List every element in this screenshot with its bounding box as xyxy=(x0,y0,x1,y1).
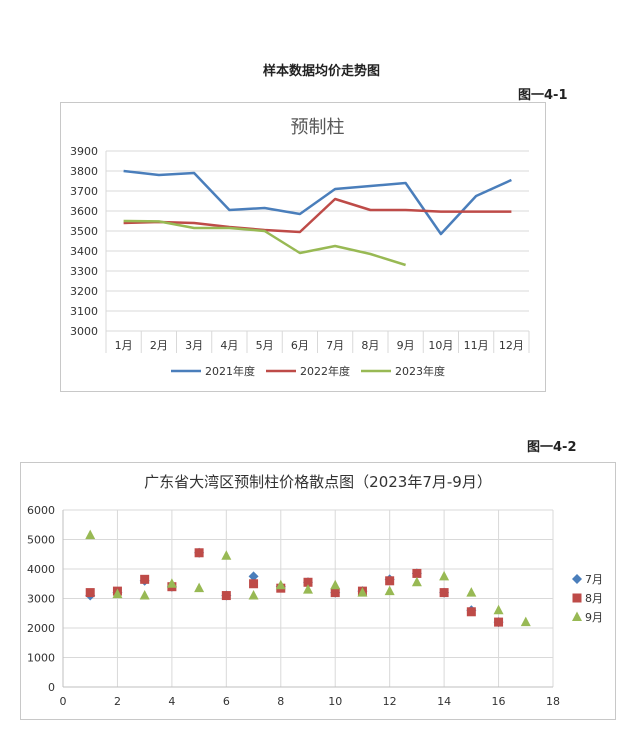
x-tick-label: 12月 xyxy=(499,339,524,352)
x-tick-label: 12 xyxy=(383,695,397,708)
x-tick-label: 10 xyxy=(328,695,342,708)
point-9月 xyxy=(166,578,177,588)
y-tick-label: 0 xyxy=(48,681,55,694)
figure-label-4-2: 图一4-2 xyxy=(527,440,577,455)
x-tick-label: 9月 xyxy=(397,339,415,352)
legend-label: 9月 xyxy=(585,611,603,624)
point-9月 xyxy=(112,588,123,599)
scatter-chart-frame: 广东省大湾区预制柱价格散点图（2023年7月-9月） 0 1000 2000 3000 4… xyxy=(20,462,616,720)
point-9月 xyxy=(303,584,313,594)
line-chart-frame: 预制柱 3000 3100 3200 3300 3400 3500 3600 3700 3800 3… xyxy=(60,102,546,392)
y-tick-label: 6000 xyxy=(27,504,55,517)
x-tick-label: 1月 xyxy=(115,339,133,352)
y-tick-label: 3200 xyxy=(70,285,98,298)
point-9月 xyxy=(520,616,531,627)
point-8月 xyxy=(85,588,95,598)
point-8月 xyxy=(439,588,449,598)
point-8月 xyxy=(249,579,259,589)
scatter-chart: 广东省大湾区预制柱价格散点图（2023年7月-9月） 0 1000 2000 3000 4… xyxy=(27,473,603,708)
point-9月 xyxy=(493,604,504,615)
y-tick-label: 3300 xyxy=(70,265,98,278)
series-line-2023年度 xyxy=(123,219,406,267)
y-tick-label: 1000 xyxy=(27,652,55,665)
y-tick-label: 3000 xyxy=(70,325,98,338)
x-tick-label: 4月 xyxy=(220,339,238,352)
y-tick-label: 3400 xyxy=(70,245,98,258)
x-tick-label: 7月 xyxy=(326,339,344,352)
point-9月 xyxy=(384,585,395,596)
point-8月 xyxy=(303,577,313,587)
point-9月 xyxy=(221,550,232,560)
x-tick-label: 2 xyxy=(114,695,121,708)
x-tick-label: 10月 xyxy=(428,339,453,352)
series-line-2021年度 xyxy=(123,169,512,236)
x-tick-label: 11月 xyxy=(464,339,489,352)
x-tick-label: 4 xyxy=(168,695,175,708)
x-tick-label: 6月 xyxy=(291,339,309,352)
legend-label: 2022年度 xyxy=(300,364,350,378)
legend-label: 7月 xyxy=(585,573,603,586)
point-8月 xyxy=(385,576,395,586)
page-title: 样本数据均价走势图 xyxy=(262,64,380,79)
point-8月 xyxy=(194,548,204,558)
chart-title: 广东省大湾区预制柱价格散点图（2023年7月-9月） xyxy=(144,473,492,491)
point-9月 xyxy=(439,570,450,581)
x-tick-label: 2月 xyxy=(150,339,168,352)
x-tick-label: 18 xyxy=(546,695,560,708)
y-tick-label: 4000 xyxy=(27,563,55,576)
point-8月 xyxy=(466,607,476,617)
x-tick-label: 0 xyxy=(60,695,67,708)
point-9月 xyxy=(139,590,150,600)
point-9月 xyxy=(248,590,259,600)
y-tick-label: 5000 xyxy=(27,534,55,547)
point-8月 xyxy=(494,617,504,627)
legend-label: 8月 xyxy=(585,592,603,605)
x-tick-label: 6 xyxy=(223,695,230,708)
legend-label: 2023年度 xyxy=(395,364,445,378)
point-7月 xyxy=(248,571,259,582)
x-tick-label: 3月 xyxy=(185,339,203,352)
point-9月 xyxy=(85,529,96,540)
x-tick-label: 5月 xyxy=(256,339,274,352)
legend-label: 2021年度 xyxy=(205,364,255,378)
point-9月 xyxy=(330,579,341,590)
legend-marker xyxy=(572,593,582,603)
y-tick-label: 3600 xyxy=(70,205,98,218)
x-tick-label: 16 xyxy=(492,695,506,708)
point-9月 xyxy=(466,587,477,597)
line-chart: 预制柱 3000 3100 3200 3300 3400 3500 3600 3700 3800 3… xyxy=(70,117,530,378)
x-tick-label: 8月 xyxy=(361,339,379,352)
y-tick-label: 3100 xyxy=(70,305,98,318)
point-9月 xyxy=(275,579,286,590)
chart-title: 预制柱 xyxy=(291,117,345,138)
y-tick-label: 3800 xyxy=(70,165,98,178)
figure-label-4-1: 图一4-1 xyxy=(518,88,568,103)
x-tick-label: 14 xyxy=(437,695,451,708)
y-tick-label: 3900 xyxy=(70,145,98,158)
point-9月 xyxy=(194,582,205,593)
point-8月 xyxy=(140,574,150,584)
point-9月 xyxy=(357,587,368,597)
series-line-2022年度 xyxy=(123,197,512,234)
y-tick-label: 3500 xyxy=(70,225,98,238)
point-8月 xyxy=(221,591,231,601)
y-tick-label: 3000 xyxy=(27,593,55,606)
y-tick-label: 3700 xyxy=(70,185,98,198)
legend-marker xyxy=(572,611,582,621)
point-8月 xyxy=(412,568,422,578)
y-tick-label: 2000 xyxy=(27,622,55,635)
x-tick-label: 8 xyxy=(277,695,284,708)
point-9月 xyxy=(411,576,422,587)
point-8月 xyxy=(330,588,340,598)
legend-marker xyxy=(572,574,582,584)
